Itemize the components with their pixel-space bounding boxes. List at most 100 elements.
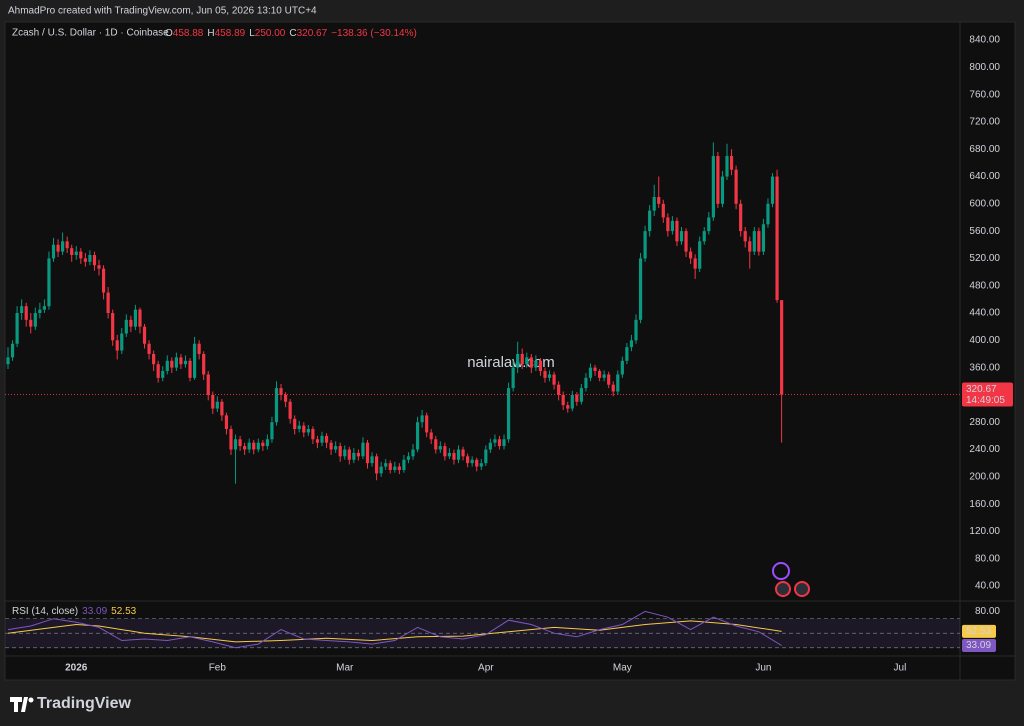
- candle-body: [534, 360, 538, 368]
- candle-body: [70, 248, 74, 256]
- candle-body: [698, 241, 702, 269]
- candle-body: [97, 265, 101, 269]
- candle-body: [602, 374, 606, 378]
- candle-body: [675, 220, 679, 242]
- candle-body: [775, 176, 779, 301]
- ohlc-key: C: [289, 28, 296, 39]
- y-tick-label: 600.00: [969, 198, 1000, 209]
- candle-body: [648, 210, 652, 232]
- price-tag-countdown: 14:49:05: [966, 395, 1005, 406]
- price-tag-value: 320.67: [966, 384, 997, 395]
- candle-body: [338, 446, 342, 457]
- candle-body: [233, 439, 238, 450]
- candle-body: [720, 176, 725, 204]
- symbol: Zcash / U.S. Dollar · 1D · Coinbase: [12, 28, 169, 39]
- candle-body: [689, 251, 693, 259]
- candle-body: [47, 258, 51, 307]
- candle-body: [247, 442, 251, 450]
- candle-body: [761, 224, 766, 252]
- x-tick-label: 2026: [65, 663, 88, 674]
- candle-body: [616, 374, 620, 392]
- candle-body: [516, 353, 520, 368]
- y-tick-label: 160.00: [969, 499, 1000, 510]
- candle-body: [261, 442, 265, 447]
- candle-body: [593, 367, 597, 372]
- candle-body: [297, 425, 301, 430]
- rsi-tag-value: 33.09: [966, 640, 991, 651]
- candle-body: [729, 156, 734, 170]
- candle-body: [279, 388, 283, 395]
- candle-body: [547, 374, 552, 378]
- candle-body: [757, 231, 761, 252]
- candle-body: [315, 439, 320, 443]
- event-icons: [772, 562, 810, 597]
- candle-body: [256, 442, 260, 450]
- candle-body: [493, 439, 497, 443]
- y-tick-label: 480.00: [969, 280, 1000, 291]
- candle-body: [725, 156, 729, 177]
- candle-body: [497, 439, 502, 447]
- candle-body: [124, 319, 128, 334]
- candle-body: [274, 388, 279, 423]
- candle-body: [561, 394, 565, 406]
- candle-body: [106, 292, 110, 314]
- logo-text: TradingView: [37, 695, 132, 712]
- candle-body: [138, 309, 142, 327]
- candle-body: [152, 353, 156, 365]
- y-tick-label: 640.00: [969, 171, 1000, 182]
- candle-body: [475, 459, 479, 467]
- candle-body: [406, 456, 411, 460]
- candle-body: [215, 401, 219, 409]
- y-tick-label: 760.00: [969, 89, 1000, 100]
- rsi-tag-value: 52.53: [966, 626, 991, 637]
- candle-body: [638, 258, 643, 320]
- candle-body: [51, 244, 56, 259]
- candle-body: [347, 449, 351, 460]
- candle-body: [607, 374, 611, 385]
- x-tick-label: May: [613, 663, 632, 674]
- candle-body: [229, 429, 233, 450]
- candle-body: [584, 377, 588, 389]
- candle-body: [370, 456, 374, 464]
- candle-body: [702, 231, 706, 242]
- candle-body: [174, 357, 178, 368]
- candle-body: [629, 340, 634, 348]
- candle-body: [283, 394, 288, 402]
- ohlc-key: O: [165, 28, 173, 39]
- candle-body: [684, 231, 688, 252]
- candle-body: [634, 319, 638, 341]
- y-tick-label: 360.00: [969, 362, 1000, 373]
- candle-body: [766, 203, 770, 225]
- x-tick-label: Jul: [894, 663, 907, 674]
- candle-body: [324, 435, 329, 443]
- candle-body: [302, 425, 306, 433]
- change: −138.36 (−30.14%): [331, 28, 417, 39]
- candle-body: [393, 466, 397, 470]
- candle-body: [120, 333, 124, 351]
- candle-body: [265, 439, 269, 447]
- candle-body: [270, 422, 274, 440]
- candle-body: [611, 384, 615, 392]
- y-tick-label: 200.00: [969, 471, 1000, 482]
- candle-body: [92, 255, 97, 266]
- candle-body: [575, 394, 579, 402]
- candle-body: [734, 169, 738, 204]
- candle-body: [748, 241, 752, 252]
- candle-body: [461, 449, 465, 457]
- candle-body: [479, 463, 483, 467]
- candle-body: [770, 176, 775, 204]
- candle-body: [388, 463, 392, 470]
- candle-body: [115, 340, 119, 351]
- candle-body: [657, 196, 661, 204]
- candle-body: [379, 466, 383, 474]
- candle-body: [570, 394, 574, 409]
- candle-body: [661, 203, 665, 218]
- y-tick-label: 560.00: [969, 226, 1000, 237]
- candle-body: [780, 300, 784, 395]
- ohlc-legend: O458.88 H458.89 L250.00 C320.67 −138.36 (−30…: [165, 28, 417, 39]
- ohlc-key: L: [249, 28, 255, 39]
- candle-body: [129, 319, 133, 327]
- candle-body: [79, 251, 83, 259]
- candle-body: [679, 231, 684, 242]
